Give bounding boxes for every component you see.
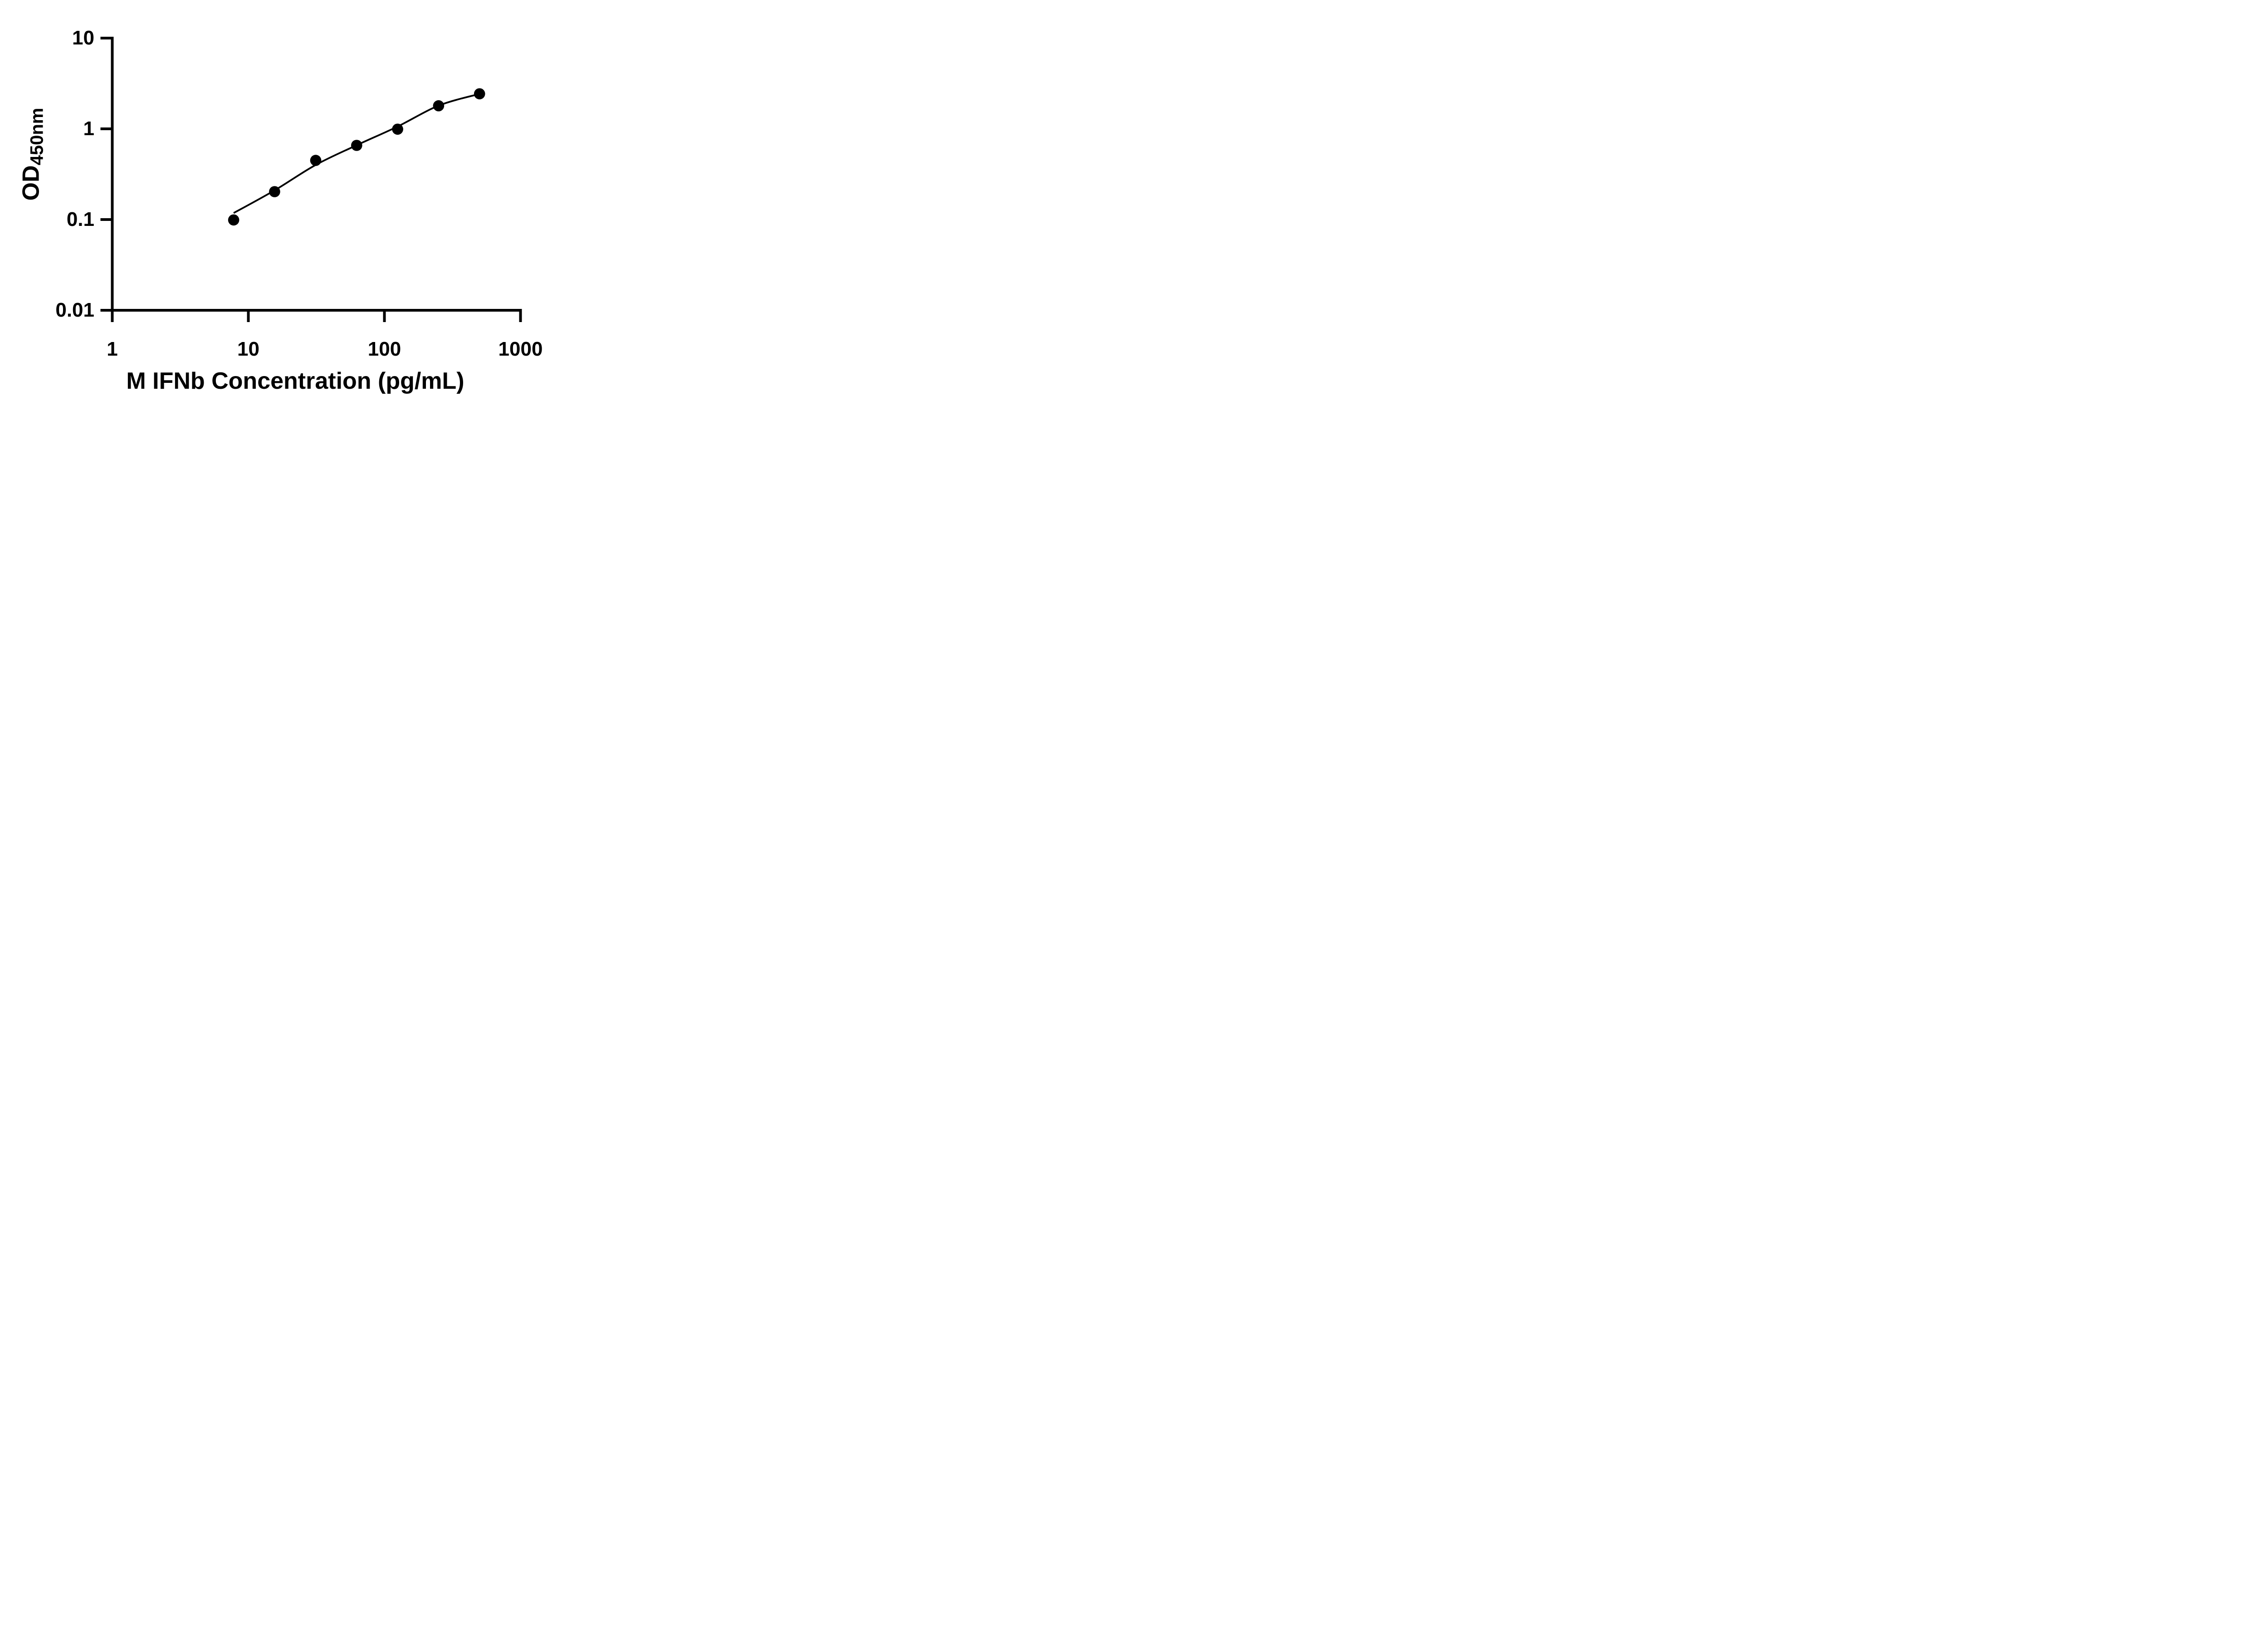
y-tick-label: 10 (72, 27, 94, 49)
data-point (392, 123, 403, 135)
data-point (351, 140, 362, 151)
y-tick-label: 0.01 (55, 299, 94, 321)
x-tick-label: 1000 (498, 338, 543, 360)
x-axis-title-text: M IFNb Concentration (pg/mL) (126, 368, 464, 394)
data-point (228, 214, 240, 226)
y-tick-label: 1 (83, 117, 94, 140)
data-point (433, 100, 445, 112)
x-tick-label: 10 (237, 338, 259, 360)
x-tick-label: 100 (367, 338, 401, 360)
elisa-standard-curve-figure: OD450nm M IFNb Concentration (pg/mL) 10 1… (0, 0, 583, 408)
y-tick-label: 0.1 (66, 208, 94, 230)
plot-area (100, 37, 522, 322)
data-point (310, 155, 322, 166)
y-axis-title-base: OD (18, 165, 44, 201)
x-axis-title: M IFNb Concentration (pg/mL) (0, 368, 583, 394)
data-point (474, 88, 485, 100)
x-tick-label: 1 (107, 338, 118, 360)
data-point (269, 186, 280, 197)
